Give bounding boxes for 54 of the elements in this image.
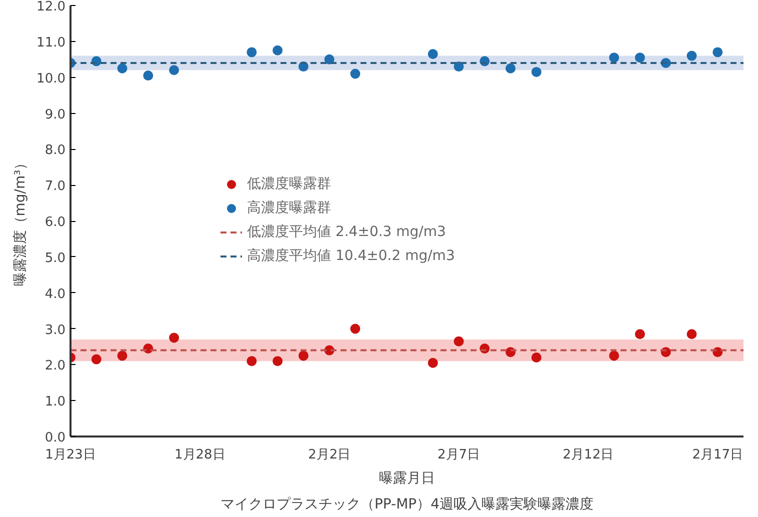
point	[686, 50, 697, 61]
point	[350, 324, 360, 334]
legend-label: 低濃度曝露群	[247, 175, 331, 193]
point	[350, 68, 360, 79]
x-tick-label: 2月7日	[438, 448, 480, 462]
point	[143, 70, 154, 81]
y-tick-label: 2.0	[44, 358, 66, 374]
legend-label: 低濃度平均値 2.4±0.3 mg/m3	[247, 223, 446, 241]
y-tick-label: 11.0	[36, 35, 66, 50]
point	[117, 63, 128, 74]
x-tick-label: 2月2日	[308, 448, 351, 462]
y-tick-label: 7.0	[44, 179, 66, 194]
point	[324, 54, 334, 64]
x-tick-label: 1月28日	[174, 448, 226, 462]
y-tick-label: 6.0	[44, 215, 66, 230]
y-tick-label: 10.0	[36, 71, 66, 86]
point	[531, 66, 542, 77]
point	[91, 354, 102, 364]
point	[686, 329, 697, 340]
y-tick-label: 8.0	[44, 143, 66, 158]
y-tick-label: 4.0	[44, 286, 66, 302]
x-tick-label: 1月23日	[45, 448, 96, 462]
point	[428, 48, 438, 59]
x-tick-label: 2月12日	[562, 448, 614, 462]
point	[712, 47, 723, 58]
legend-label: 高濃度平均値 10.4±0.2 mg/m3	[247, 247, 455, 265]
point	[272, 45, 283, 56]
legend-label: 高濃度曝露群	[247, 199, 331, 217]
point	[117, 350, 128, 361]
y-tick-label: 1.0	[44, 394, 66, 410]
point	[246, 47, 257, 58]
point	[169, 332, 180, 343]
point	[609, 52, 620, 63]
y-tick-label: 0.0	[44, 430, 66, 446]
point	[609, 350, 620, 361]
point	[634, 52, 645, 63]
y-tick-label: 9.0	[44, 107, 66, 122]
point	[246, 356, 257, 366]
point	[298, 350, 308, 361]
point	[506, 63, 516, 74]
text: マイクロプラスチック（PP-MP）4週吸入曝露実験曝露濃度	[220, 496, 594, 512]
point	[428, 358, 438, 368]
y-axis-title: 曝露濃度（mg/m³）	[12, 156, 29, 286]
y-tick-label: 3.0	[44, 322, 66, 338]
point	[454, 62, 464, 72]
point	[634, 329, 645, 340]
x-tick-label: 2月17日	[692, 448, 744, 462]
point	[272, 356, 283, 366]
x-axis-title: 曝露月日	[379, 470, 435, 486]
point	[531, 352, 542, 362]
y-tick-label: 5.0	[44, 250, 66, 266]
point	[169, 65, 180, 76]
y-tick-label: 12.0	[36, 0, 66, 14]
point	[454, 336, 464, 346]
